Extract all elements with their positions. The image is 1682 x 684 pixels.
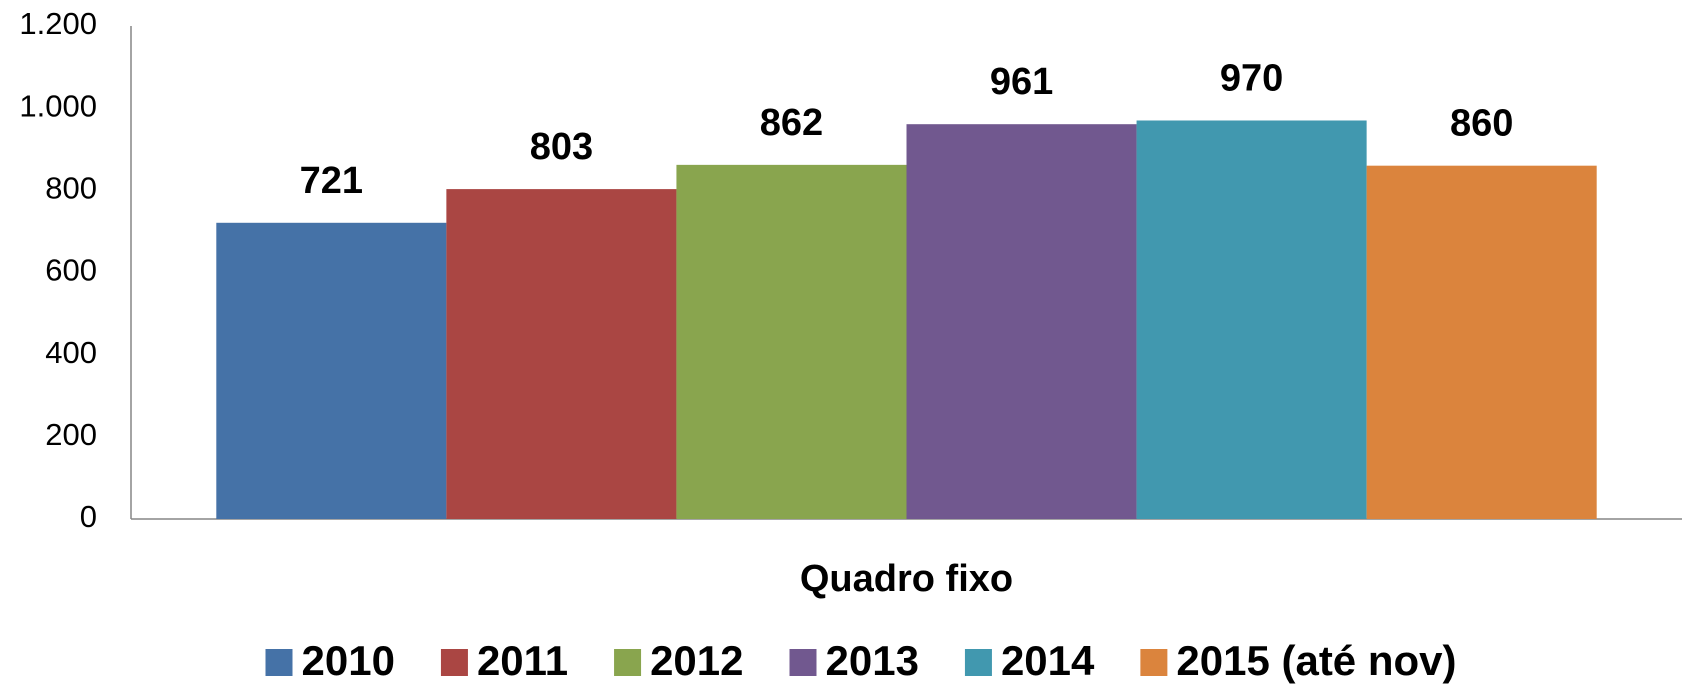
legend-swatch [614,649,642,676]
y-tick-label: 800 [45,171,97,206]
bar [676,164,907,519]
data-label: 721 [300,160,363,202]
y-tick-label: 200 [45,417,97,452]
legend-swatch [440,649,468,676]
legend-swatch [1140,649,1168,676]
y-tick-label: 1.000 [19,88,97,123]
y-tick-label: 0 [80,499,97,534]
legend-label: 2013 [826,637,919,684]
data-label: 970 [1220,58,1283,100]
data-label: 862 [760,102,823,144]
bar [1136,120,1367,519]
legend-label: 2012 [650,637,743,684]
y-tick-label: 1.200 [19,6,97,41]
x-tick-label: Quadro fixo [800,558,1013,600]
bar [1366,165,1597,519]
legend-swatch [964,649,992,676]
data-label: 860 [1450,103,1513,145]
bar [906,124,1137,520]
y-tick-label: 600 [45,253,97,288]
data-label: 803 [530,126,593,168]
legend-swatch [789,649,817,676]
legend: 2010 2011 2012 2013 2014 2015 (até nov) [265,637,1457,684]
bar [446,189,677,519]
y-tick-label: 400 [45,335,97,370]
data-label: 961 [990,61,1053,103]
bar [216,222,447,519]
legend-label: 2015 (até nov) [1176,637,1456,684]
legend-label: 2010 [302,637,395,684]
legend-label: 2014 [1001,637,1095,684]
legend-swatch [265,649,293,676]
legend-label: 2011 [477,637,568,684]
